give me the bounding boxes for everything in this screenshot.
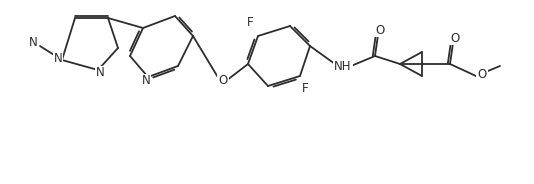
Text: O: O: [375, 24, 384, 36]
Text: N: N: [29, 36, 37, 49]
Text: N: N: [53, 52, 62, 66]
Text: F: F: [247, 15, 253, 29]
Text: NH: NH: [334, 59, 352, 72]
Text: O: O: [477, 68, 486, 82]
Text: F: F: [302, 82, 308, 95]
Text: O: O: [450, 31, 460, 45]
Text: O: O: [218, 75, 227, 88]
Text: N: N: [142, 75, 151, 88]
Text: N: N: [96, 66, 104, 79]
